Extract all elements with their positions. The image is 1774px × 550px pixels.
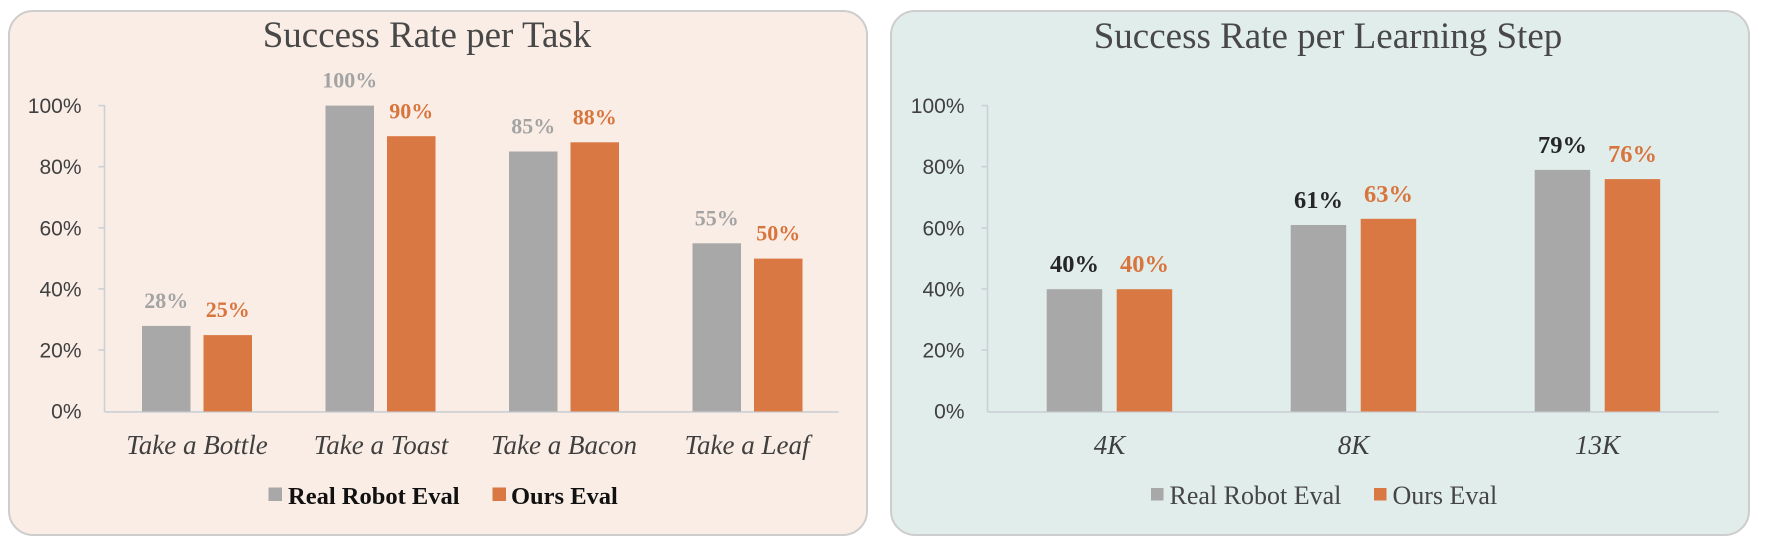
svg-text:85%: 85% bbox=[511, 114, 555, 139]
svg-text:0%: 0% bbox=[934, 401, 964, 424]
svg-text:61%: 61% bbox=[1294, 187, 1343, 214]
svg-text:28%: 28% bbox=[144, 288, 188, 313]
svg-text:80%: 80% bbox=[922, 156, 964, 179]
svg-text:100%: 100% bbox=[911, 95, 965, 118]
svg-text:40%: 40% bbox=[39, 278, 81, 301]
svg-text:100%: 100% bbox=[28, 95, 82, 118]
svg-text:79%: 79% bbox=[1538, 132, 1587, 159]
svg-text:20%: 20% bbox=[39, 340, 81, 363]
svg-text:80%: 80% bbox=[39, 156, 81, 179]
svg-text:40%: 40% bbox=[1050, 251, 1099, 278]
svg-text:Ours Eval: Ours Eval bbox=[1393, 481, 1498, 510]
svg-text:4K: 4K bbox=[1094, 430, 1128, 460]
svg-text:0%: 0% bbox=[51, 401, 81, 424]
svg-text:8K: 8K bbox=[1338, 430, 1372, 460]
svg-text:20%: 20% bbox=[922, 340, 964, 363]
svg-text:Take a Bacon: Take a Bacon bbox=[491, 430, 637, 460]
svg-text:Take a Toast: Take a Toast bbox=[314, 430, 450, 460]
svg-text:Real Robot Eval: Real Robot Eval bbox=[1170, 481, 1342, 510]
svg-text:13K: 13K bbox=[1575, 430, 1622, 460]
svg-text:Success Rate per Task: Success Rate per Task bbox=[263, 15, 592, 56]
svg-text:25%: 25% bbox=[206, 297, 250, 322]
svg-text:Take a Leaf: Take a Leaf bbox=[684, 430, 813, 460]
svg-text:Take a Bottle: Take a Bottle bbox=[126, 430, 268, 460]
svg-text:Real Robot Eval: Real Robot Eval bbox=[288, 483, 460, 510]
svg-text:40%: 40% bbox=[922, 278, 964, 301]
svg-text:63%: 63% bbox=[1364, 181, 1413, 208]
svg-text:76%: 76% bbox=[1608, 141, 1657, 168]
svg-text:40%: 40% bbox=[1120, 251, 1169, 278]
svg-text:88%: 88% bbox=[573, 104, 617, 129]
svg-text:90%: 90% bbox=[389, 98, 433, 123]
svg-text:60%: 60% bbox=[922, 217, 964, 240]
svg-text:100%: 100% bbox=[322, 68, 377, 93]
svg-text:55%: 55% bbox=[695, 205, 739, 230]
svg-text:Success Rate per Learning Step: Success Rate per Learning Step bbox=[1094, 16, 1563, 57]
svg-text:60%: 60% bbox=[39, 217, 81, 240]
svg-text:Ours Eval: Ours Eval bbox=[511, 483, 618, 510]
svg-text:50%: 50% bbox=[756, 221, 800, 246]
